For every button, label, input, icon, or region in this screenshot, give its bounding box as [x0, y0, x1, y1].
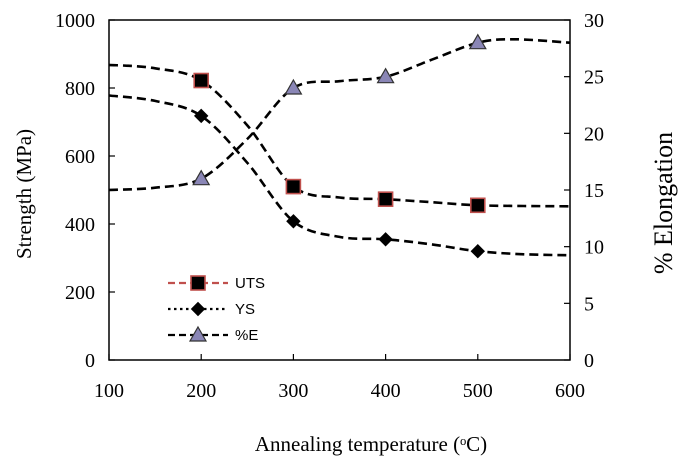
series-ys [108, 94, 571, 259]
data-point-e [284, 78, 303, 95]
legend-label-e: %E [235, 327, 258, 344]
legend-marker-e [188, 325, 208, 342]
data-point-ys [193, 108, 209, 124]
series-line-ys [108, 94, 571, 257]
x-tick-label: 200 [186, 380, 216, 402]
y-left-tick-label: 200 [65, 282, 95, 304]
legend: UTS YS %E [168, 275, 265, 344]
x-tick-label: 500 [463, 380, 493, 402]
legend-marker-uts [190, 275, 206, 291]
data-point-uts [377, 191, 394, 207]
y-right-tick-label: 0 [584, 350, 594, 372]
series-uts [108, 63, 571, 214]
data-point-ys [378, 232, 393, 247]
y-left-tick-label: 800 [65, 78, 95, 100]
x-axis-label: Annealing temperature (ᵒC) [255, 432, 487, 456]
data-point-e [192, 169, 211, 186]
y-left-tick-label: 600 [65, 146, 95, 168]
y-left-tick-label: 0 [85, 350, 95, 372]
legend-label-ys: YS [235, 301, 255, 318]
y-right-tick-label: 30 [584, 10, 604, 32]
y-left-tick-label: 400 [65, 214, 95, 236]
legend-marker-ys [190, 301, 206, 317]
legend-item-e: %E [168, 325, 258, 344]
y-right-tick-label: 20 [584, 123, 604, 145]
x-tick-label: 400 [371, 380, 401, 402]
series-line-uts [108, 63, 571, 208]
plot-border [108, 19, 571, 361]
data-point-e [468, 33, 487, 50]
y-right-tick-label: 25 [584, 67, 604, 89]
y-right-tick-label: 5 [584, 293, 594, 315]
y-axis-right-label: % Elongation [649, 132, 678, 274]
data-point-uts [285, 178, 302, 195]
data-point-ys [470, 243, 486, 259]
x-tick-label: 100 [94, 380, 124, 402]
series-layer [108, 33, 571, 259]
y-axis-left-label: Strength (MPa) [12, 129, 36, 259]
axes: 100 200 300 400 500 600 0 200 400 600 800 1000 0 5 10 1… [55, 10, 604, 402]
data-point-uts [193, 72, 209, 89]
data-point-uts [469, 197, 486, 214]
x-tick-label: 600 [555, 380, 585, 402]
x-tick-label: 300 [278, 380, 308, 402]
data-point-ys [286, 214, 301, 229]
legend-label-uts: UTS [235, 275, 265, 292]
y-right-tick-label: 15 [584, 180, 604, 202]
series-e [108, 33, 571, 192]
data-point-e [376, 67, 395, 84]
legend-item-uts: UTS [168, 275, 265, 292]
legend-item-ys: YS [168, 301, 255, 318]
series-line-e [108, 37, 571, 192]
y-left-tick-label: 1000 [55, 10, 95, 32]
y-right-tick-label: 10 [584, 237, 604, 259]
plot-frame [108, 19, 571, 361]
